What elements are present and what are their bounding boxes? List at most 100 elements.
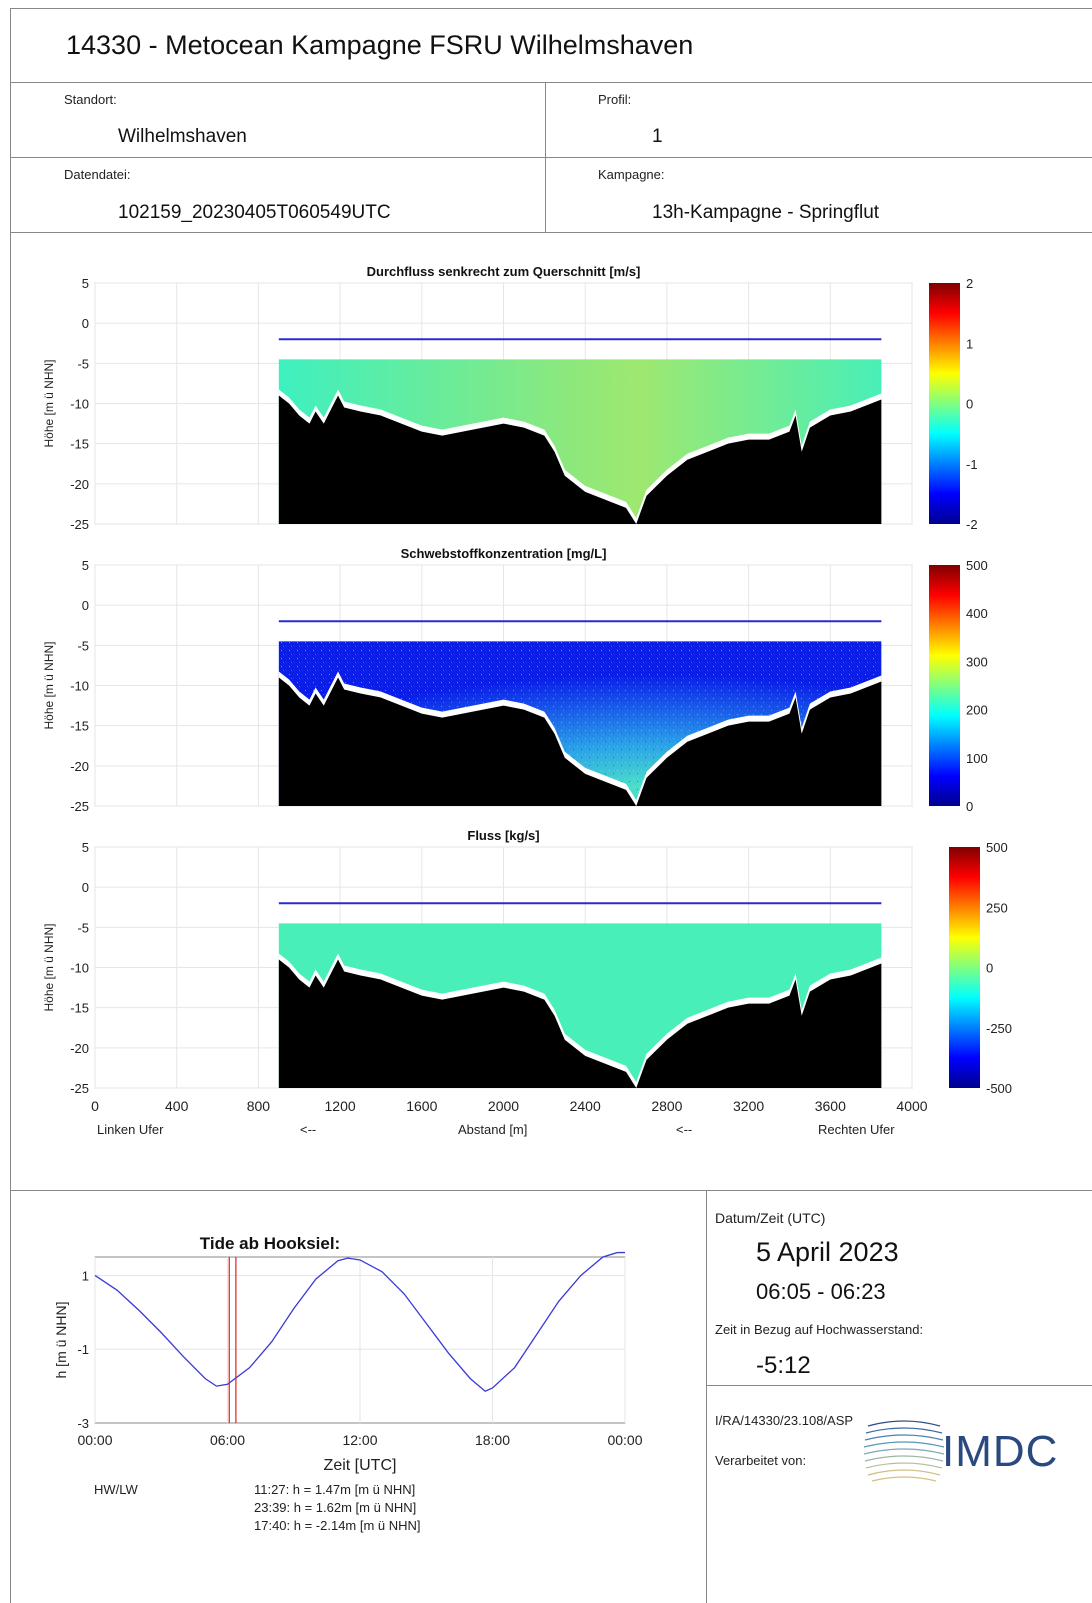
x-tick-label: 00:00 (77, 1432, 112, 1448)
y-tick-label: -10 (70, 961, 89, 976)
colorbar-tick-label: -1 (966, 457, 978, 472)
y-tick-label: 5 (82, 840, 89, 855)
x-axis-label: Abstand [m] (458, 1122, 528, 1137)
left-bank-label: Linken Ufer (97, 1122, 164, 1137)
y-tick-label: -5 (77, 638, 89, 653)
divider (706, 1190, 707, 1603)
page-frame (10, 8, 1092, 1603)
plot-title: Durchfluss senkrecht zum Querschnitt [m/… (367, 264, 641, 279)
divider (10, 82, 1092, 83)
y-axis-label: Höhe [m ü NHN] (42, 641, 56, 729)
profil-label: Profil: (598, 92, 632, 107)
y-tick-label: -15 (70, 437, 89, 452)
colorbar-tick-label: 0 (966, 799, 973, 814)
colorbar (929, 565, 960, 806)
y-tick-label: -25 (70, 799, 89, 814)
tide-title: Tide ab Hooksiel: (200, 1234, 340, 1253)
report-ref: I/RA/14330/23.108/ASP (715, 1413, 854, 1428)
y-tick-label: -20 (70, 477, 89, 492)
imdc-logo-text: IMDC (942, 1427, 1059, 1476)
kampagne-label: Kampagne: (598, 167, 665, 182)
colorbar-tick-label: 1 (966, 336, 973, 351)
arrow-left-label: <-- (300, 1122, 317, 1137)
colorbar-tick-label: -2 (966, 517, 978, 532)
profil-value: 1 (652, 126, 663, 147)
colorbar-tick-label: 500 (986, 840, 1008, 855)
colorbar-tick-label: -500 (986, 1081, 1012, 1096)
divider (10, 1190, 1092, 1191)
y-tick-label: -3 (77, 1416, 89, 1431)
hwlw-row: 17:40: h = -2.14m [m ü NHN] (254, 1518, 421, 1533)
right-bank-label: Rechten Ufer (818, 1122, 895, 1137)
datendatei-value: 102159_20230405T060549UTC (118, 202, 391, 223)
colorbar (929, 283, 960, 524)
datum-time: 06:05 - 06:23 (756, 1279, 886, 1304)
y-tick-label: 1 (82, 1268, 89, 1283)
datendatei-label: Datendatei: (64, 167, 131, 182)
y-tick-label: 0 (82, 880, 89, 895)
y-tick-label: -20 (70, 1041, 89, 1056)
x-tick-label: 400 (165, 1098, 189, 1114)
processed-by-label: Verarbeitet von: (715, 1453, 807, 1468)
y-tick-label: -15 (70, 1001, 89, 1016)
x-tick-label: 1200 (325, 1098, 356, 1114)
colorbar-tick-label: 300 (966, 654, 988, 669)
tide-x-label: Zeit [UTC] (324, 1457, 397, 1474)
colorbar-tick-label: 400 (966, 606, 988, 621)
hwlw-label: HW/LW (94, 1482, 138, 1497)
y-tick-label: -15 (70, 719, 89, 734)
x-tick-label: 4000 (896, 1098, 927, 1114)
kampagne-value: 13h-Kampagne - Springflut (652, 202, 880, 223)
y-tick-label: 0 (82, 316, 89, 331)
riverbed (278, 959, 882, 1088)
standort-label: Standort: (64, 92, 117, 107)
x-tick-label: 2000 (488, 1098, 519, 1114)
colorbar-tick-label: 0 (966, 397, 973, 412)
hw-value: -5:12 (756, 1352, 811, 1379)
x-tick-label: 00:00 (607, 1432, 642, 1448)
imdc-logo-icon (864, 1420, 944, 1482)
standort-value: Wilhelmshaven (118, 126, 247, 147)
colorbar-tick-label: 100 (966, 751, 988, 766)
colorbar-tick-label: 200 (966, 703, 988, 718)
y-tick-label: 5 (82, 276, 89, 291)
colorbar-tick-label: 2 (966, 276, 973, 291)
tide-y-label: h [m ü NHN] (53, 1301, 69, 1378)
tide-line (94, 1251, 625, 1393)
x-tick-label: 18:00 (475, 1432, 510, 1448)
y-axis-label: Höhe [m ü NHN] (42, 359, 56, 447)
datum-label: Datum/Zeit (UTC) (715, 1210, 826, 1226)
y-axis-label: Höhe [m ü NHN] (42, 923, 56, 1011)
tide-chart: 00:00 06:00 12:00 18:00 00:00 1 -1 -3 Tide ab Ho… (53, 1234, 643, 1474)
x-tick-label: 1600 (406, 1098, 437, 1114)
y-tick-label: -20 (70, 759, 89, 774)
y-tick-label: -1 (77, 1342, 89, 1357)
y-tick-label: -10 (70, 679, 89, 694)
colorbar-tick-label: 0 (986, 961, 993, 976)
divider (706, 1385, 1092, 1386)
datum-date: 5 April 2023 (756, 1237, 899, 1267)
y-tick-label: -10 (70, 397, 89, 412)
x-tick-label: 800 (247, 1098, 271, 1114)
y-tick-label: -25 (70, 517, 89, 532)
plot-title: Fluss [kg/s] (467, 828, 539, 843)
plot-title: Schwebstoffkonzentration [mg/L] (401, 546, 607, 561)
x-tick-label: 3600 (815, 1098, 846, 1114)
colorbar-tick-label: 250 (986, 900, 1008, 915)
divider (10, 232, 1092, 233)
riverbed (278, 395, 882, 524)
y-tick-label: 5 (82, 558, 89, 573)
colorbar-tick-label: -250 (986, 1021, 1012, 1036)
x-tick-label: 2400 (570, 1098, 601, 1114)
arrow-right-label: <-- (676, 1122, 693, 1137)
x-tick-label: 0 (91, 1098, 99, 1114)
colorbar (949, 847, 980, 1088)
x-tick-label: 2800 (651, 1098, 682, 1114)
divider (10, 157, 1092, 158)
riverbed (278, 677, 882, 806)
hw-label: Zeit in Bezug auf Hochwasserstand: (715, 1322, 924, 1337)
colorbar-tick-label: 500 (966, 558, 988, 573)
page-title: 14330 - Metocean Kampagne FSRU Wilhelmsh… (66, 30, 694, 60)
x-tick-label: 3200 (733, 1098, 764, 1114)
